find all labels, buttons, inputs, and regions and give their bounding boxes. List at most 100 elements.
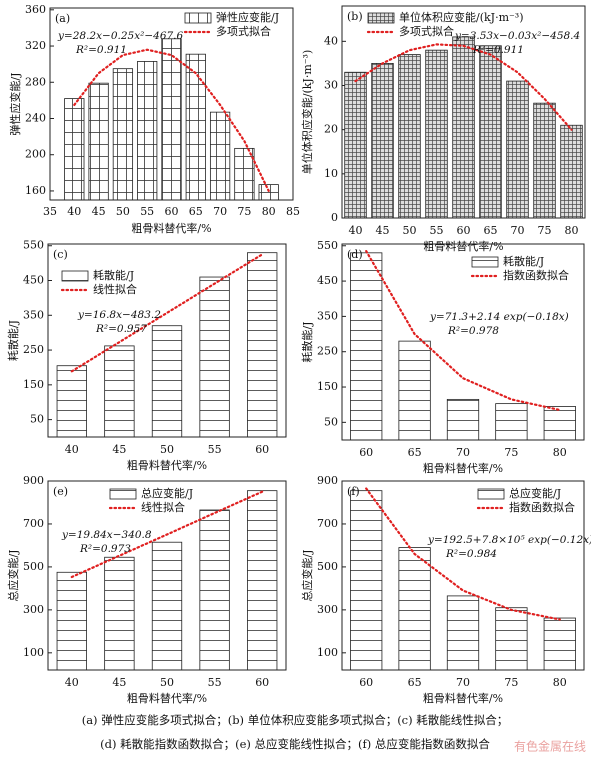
plot-frame [341, 5, 586, 219]
y-axis-label: 总应变能/J [6, 549, 20, 601]
y-tick-label: 10 [324, 167, 338, 180]
x-tick-label: 50 [116, 205, 130, 218]
y-tick-label: 30 [324, 79, 338, 92]
x-tick-label: 80 [262, 205, 276, 218]
y-tick-label: 300 [23, 603, 44, 616]
x-tick-label: 40 [65, 676, 79, 689]
y-tick-label: 0 [331, 211, 338, 224]
x-tick-label: 55 [208, 443, 222, 456]
bar [506, 80, 529, 219]
y-tick-label: 300 [317, 603, 338, 616]
bar [479, 45, 502, 219]
bar [446, 398, 480, 441]
fit-line [354, 43, 573, 131]
bar [151, 541, 183, 671]
x-tick-label: 40 [349, 224, 363, 237]
panel-label: (c) [53, 248, 68, 261]
x-tick-label: 80 [565, 224, 579, 237]
x-axis-label: 粗骨料替代率/% [423, 461, 503, 475]
legend-swatch [61, 270, 89, 282]
watermark: 有色金属在线 [514, 739, 586, 754]
x-tick-label: 35 [43, 205, 57, 218]
legend-label: 总应变能/J [141, 486, 193, 500]
legend-label: 线性拟合 [141, 500, 185, 514]
y-tick-label: 250 [23, 343, 44, 356]
x-tick-label: 55 [430, 224, 444, 237]
x-tick-label: 70 [213, 205, 227, 218]
x-tick-label: 65 [189, 205, 203, 218]
x-tick-label: 55 [140, 205, 154, 218]
y-tick-label: 550 [317, 239, 338, 252]
y-tick-label: 450 [317, 274, 338, 287]
y-tick-label: 700 [23, 517, 44, 530]
bar [247, 252, 278, 438]
bar [543, 617, 576, 671]
y-axis-label: 弹性应变能/J [8, 72, 22, 135]
y-tick-label: 20 [324, 123, 338, 136]
y-tick-label: 500 [23, 560, 44, 573]
x-tick-label: 60 [359, 676, 373, 689]
plot-frame [341, 480, 585, 671]
fit-equation: R²=0.957 [95, 323, 147, 335]
x-tick-label: 60 [457, 224, 471, 237]
y-tick-label: 50 [30, 413, 44, 426]
x-tick-label: 70 [511, 224, 525, 237]
bar [560, 124, 583, 219]
x-tick-label: 65 [408, 446, 422, 459]
fit-equation: y=16.8x−483.2 [77, 309, 161, 321]
x-tick-label: 70 [456, 676, 470, 689]
legend-label: 指数函数拟合 [503, 268, 569, 282]
plot-frame [49, 7, 294, 201]
bar [234, 147, 255, 201]
y-tick-label: 150 [23, 378, 44, 391]
y-axis-label: 总应变能/J [300, 549, 314, 601]
x-tick-label: 45 [92, 205, 106, 218]
legend-swatch [477, 488, 505, 500]
panel-label: (d) [347, 248, 363, 261]
x-tick-label: 75 [538, 224, 552, 237]
bar [258, 184, 279, 201]
x-tick-label: 40 [67, 205, 81, 218]
x-tick-label: 75 [504, 446, 518, 459]
panel-label: (b) [347, 10, 363, 23]
y-tick-label: 160 [25, 184, 46, 197]
x-tick-label: 75 [504, 676, 518, 689]
y-tick-label: 700 [317, 517, 338, 530]
bar [112, 68, 134, 201]
x-tick-label: 85 [286, 205, 300, 218]
bar [371, 63, 394, 219]
legend-label: 指数函数拟合 [509, 500, 575, 514]
legend-label: 弹性应变能/J [216, 10, 279, 24]
y-axis-label: 耗散能/J [300, 321, 314, 362]
y-tick-label: 240 [25, 111, 46, 124]
panel-label: (e) [53, 485, 68, 498]
legend-swatch [367, 12, 395, 24]
x-axis-label: 粗骨料替代率/% [127, 458, 207, 472]
bar [452, 36, 475, 219]
legend-label: 耗散能/J [503, 254, 544, 268]
bar [398, 340, 431, 441]
legend-label: 耗散能/J [93, 268, 134, 282]
x-tick-label: 50 [160, 443, 174, 456]
bar [199, 276, 230, 438]
bar [398, 54, 421, 219]
y-axis-label: 耗散能/J [6, 320, 20, 361]
legend-label: 单位体积应变能/(kJ·m⁻³) [399, 10, 524, 24]
x-tick-label: 50 [403, 224, 417, 237]
y-tick-label: 550 [23, 239, 44, 252]
legend-swatch [109, 488, 137, 500]
panel-label: (a) [55, 12, 70, 25]
bar [56, 571, 87, 671]
fit-equation: R²=0.984 [445, 548, 497, 560]
x-tick-label: 60 [359, 446, 373, 459]
x-tick-label: 60 [255, 676, 269, 689]
x-tick-label: 70 [456, 446, 470, 459]
x-tick-label: 60 [255, 443, 269, 456]
bar [88, 82, 109, 201]
bar [446, 595, 480, 671]
x-tick-label: 55 [208, 676, 222, 689]
y-tick-label: 100 [23, 646, 44, 659]
x-tick-label: 65 [484, 224, 498, 237]
y-tick-label: 500 [317, 560, 338, 573]
